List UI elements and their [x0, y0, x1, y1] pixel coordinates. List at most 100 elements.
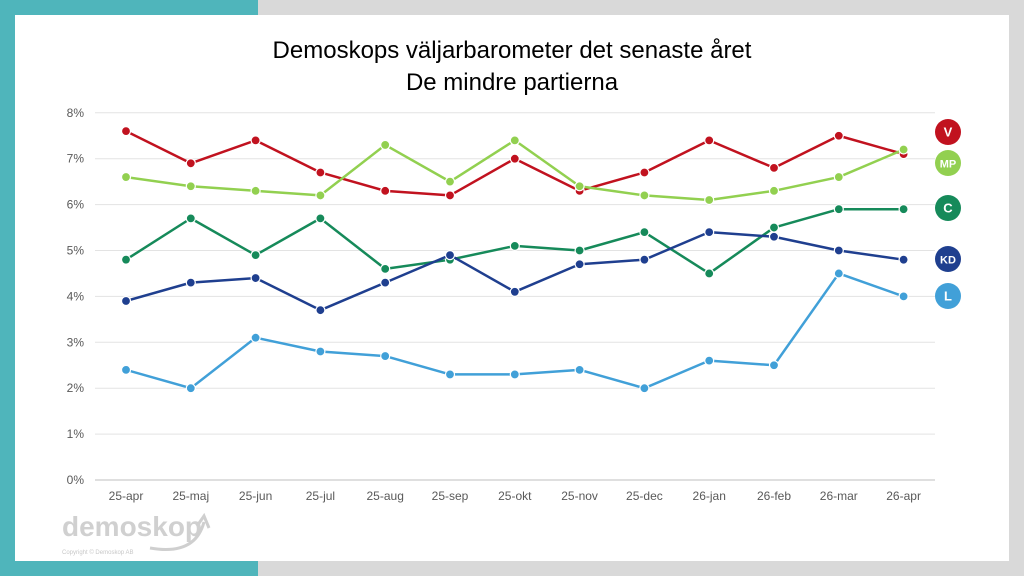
x-tick-label: 25-dec — [626, 489, 663, 503]
legend-badge-l — [935, 283, 961, 309]
logo-copyright: Copyright © Demoskop AB — [62, 549, 133, 556]
legend-badge-kd — [935, 246, 961, 272]
data-point-l — [315, 346, 326, 357]
x-tick-label: 25-jul — [306, 489, 335, 503]
data-point-mp — [380, 139, 391, 151]
y-tick-label: 3% — [67, 335, 85, 349]
data-point-kd — [639, 254, 650, 265]
data-point-l — [639, 383, 650, 394]
x-tick-label: 25-aug — [367, 489, 404, 503]
data-point-kd — [380, 277, 391, 288]
y-tick-label: 7% — [67, 152, 85, 166]
logo-arrow-icon — [149, 521, 206, 551]
data-point-v — [509, 153, 520, 164]
data-point-l — [833, 268, 844, 279]
data-point-l — [380, 350, 391, 362]
data-point-mp — [315, 190, 326, 201]
data-point-v — [444, 190, 456, 201]
data-point-kd — [898, 254, 909, 265]
x-tick-label: 25-maj — [172, 489, 209, 503]
data-point-c — [833, 204, 844, 215]
legend-badge-mp — [935, 150, 961, 176]
data-point-mp — [768, 185, 780, 196]
x-tick-label: 26-jan — [693, 489, 726, 503]
legend-label: V — [944, 125, 953, 140]
teal-accent-bottom — [0, 561, 258, 576]
data-point-mp — [704, 194, 715, 206]
data-point-v — [250, 135, 261, 146]
legend-label: MP — [940, 159, 957, 171]
data-point-v — [833, 130, 844, 141]
data-point-c — [120, 254, 132, 265]
logo-wordmark: demoskop — [62, 511, 202, 542]
data-point-v — [768, 162, 780, 173]
data-point-c — [898, 204, 909, 215]
data-point-l — [768, 360, 780, 371]
data-point-mp — [833, 171, 844, 183]
legend-badge-c — [935, 195, 961, 221]
data-point-kd — [185, 277, 196, 288]
y-tick-label: 1% — [67, 427, 85, 441]
chart-subtitle: De mindre partierna — [406, 69, 619, 96]
data-point-mp — [574, 181, 585, 192]
x-tick-label: 25-nov — [561, 489, 598, 503]
data-point-v — [380, 185, 391, 196]
demoskop-logo: demoskop Copyright © Demoskop AB — [62, 511, 211, 556]
data-point-mp — [444, 176, 456, 187]
data-point-kd — [833, 245, 844, 256]
data-point-l — [120, 364, 132, 375]
data-point-mp — [120, 171, 132, 183]
data-point-kd — [315, 305, 326, 316]
data-point-kd — [509, 286, 520, 297]
data-point-c — [639, 227, 650, 238]
data-point-l — [444, 369, 456, 380]
y-tick-label: 2% — [67, 381, 85, 395]
data-point-l — [185, 383, 196, 394]
x-tick-label: 26-apr — [886, 489, 921, 503]
data-point-l — [574, 364, 585, 375]
data-point-mp — [185, 181, 196, 192]
y-tick-label: 4% — [67, 289, 85, 303]
data-point-kd — [444, 249, 456, 261]
x-tick-label: 26-feb — [757, 489, 791, 503]
data-point-v — [185, 158, 196, 169]
data-point-c — [704, 268, 715, 279]
legend-label: L — [944, 289, 952, 304]
data-point-l — [250, 332, 261, 343]
legend-badge-v — [935, 119, 961, 145]
data-point-mp — [250, 185, 261, 196]
data-point-mp — [639, 190, 650, 201]
data-point-l — [898, 291, 909, 302]
logo-arrowhead-icon — [195, 512, 211, 529]
data-point-c — [250, 249, 261, 261]
legend-label: C — [943, 201, 953, 216]
data-point-c — [574, 245, 585, 256]
legend-label: KD — [940, 255, 956, 267]
data-point-c — [380, 263, 391, 274]
data-point-kd — [704, 227, 715, 238]
teal-accent-left — [0, 0, 15, 576]
y-tick-label: 8% — [67, 106, 85, 120]
data-point-v — [120, 126, 132, 137]
data-point-mp — [898, 144, 909, 155]
x-tick-label: 25-okt — [498, 489, 532, 503]
data-point-kd — [250, 272, 261, 284]
y-tick-label: 5% — [67, 244, 85, 258]
x-tick-label: 26-mar — [820, 489, 858, 503]
y-tick-label: 0% — [67, 473, 85, 487]
x-tick-label: 25-jun — [239, 489, 272, 503]
data-point-v — [639, 167, 650, 178]
data-point-mp — [509, 135, 520, 146]
data-point-kd — [120, 295, 132, 307]
chart-title: Demoskops väljarbarometer det senaste år… — [273, 37, 752, 64]
data-point-kd — [574, 259, 585, 270]
data-point-v — [704, 135, 715, 146]
teal-accent-top — [0, 0, 258, 15]
series-line-mp — [125, 139, 905, 202]
data-point-kd — [768, 231, 780, 242]
x-tick-label: 25-apr — [109, 489, 144, 503]
data-point-c — [768, 222, 780, 233]
data-point-v — [315, 167, 326, 178]
data-point-c — [315, 213, 326, 224]
